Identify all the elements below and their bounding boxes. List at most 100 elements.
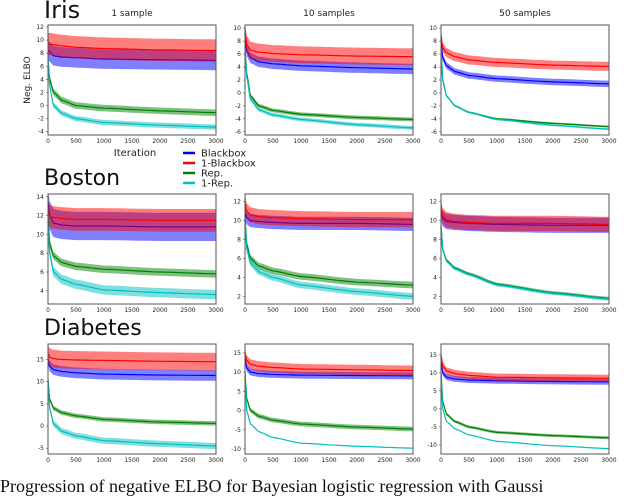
x-tick-label: 0: [243, 307, 247, 314]
panel-iris-1: -4 -2 0 2 4 6 8 10 12 0 500 1000 1500 2000 2500 3000: [36, 24, 223, 145]
plot-frame: [440, 193, 610, 305]
x-tick-label: 1000: [96, 457, 111, 464]
panel-boston-3: 2 4 6 8 10 12 0 500 1000 1500 2000 2500 3000: [429, 193, 617, 314]
row-title-diabetes: Diabetes: [44, 316, 142, 341]
x-tick-label: 2500: [573, 457, 588, 464]
y-tick-label: 6: [433, 51, 437, 58]
band-1rep: [245, 375, 413, 449]
line-1blackbox: [48, 352, 216, 363]
x-tick-label: 1000: [489, 457, 504, 464]
x-tick-label: 0: [46, 307, 50, 314]
y-tick-label: 2: [237, 77, 241, 84]
x-tick-label: 1500: [124, 457, 139, 464]
line-1rep: [441, 47, 609, 130]
x-tick-label: 1500: [517, 307, 532, 314]
y-tick-label: 12: [36, 213, 44, 220]
y-tick-label: -5: [431, 424, 437, 431]
line-1blackbox: [245, 352, 413, 372]
x-tick-label: 2500: [377, 138, 392, 145]
x-tick-label: 3000: [208, 307, 223, 314]
panel-diabetes-2: -10 -5 0 5 10 15 0 500 1000 1500 2000 2500 3000: [231, 343, 421, 464]
x-tick-label: 3000: [208, 138, 223, 145]
y-tick-label: 5: [433, 388, 437, 395]
band-1blackbox: [441, 351, 609, 382]
x-tick-label: 2000: [545, 307, 560, 314]
line-1blackbox: [48, 210, 216, 221]
legend-label: 1-Rep.: [201, 179, 233, 190]
row-title-boston: Boston: [44, 166, 120, 191]
x-tick-label: 2000: [349, 457, 364, 464]
x-tick-label: 1000: [96, 307, 111, 314]
y-tick-label: 5: [237, 388, 241, 395]
x-tick-label: 0: [439, 307, 443, 314]
x-tick-label: 500: [267, 457, 279, 464]
y-tick-label: 0: [433, 90, 437, 97]
y-tick-label: 2: [40, 89, 44, 96]
x-tick-label: 1500: [124, 307, 139, 314]
y-tick-label: 0: [237, 90, 241, 97]
y-tick-label: 10: [233, 218, 241, 225]
x-tick-label: 500: [463, 138, 475, 145]
x-tick-label: 2000: [545, 138, 560, 145]
y-tick-label: 15: [429, 352, 437, 359]
y-tick-label: -6: [431, 129, 437, 136]
x-tick-label: 1000: [293, 307, 308, 314]
x-tick-label: 3000: [601, 307, 616, 314]
line-1rep: [245, 220, 413, 297]
band-1blackbox: [245, 347, 413, 376]
y-tick-label: 8: [237, 237, 241, 244]
line-rep: [245, 372, 413, 430]
x-tick-label: 1000: [96, 138, 111, 145]
line-blackbox: [48, 359, 216, 377]
y-tick-label: -4: [431, 116, 437, 123]
x-tick-label: 500: [267, 138, 279, 145]
legend-label: 1-Blackbox: [201, 159, 256, 170]
line-1rep: [441, 376, 609, 450]
band-blackbox: [441, 34, 609, 88]
line-1rep: [48, 224, 216, 296]
x-tick-label: 2000: [349, 307, 364, 314]
legend-label: Blackbox: [201, 149, 246, 160]
row-title-iris: Iris: [44, 0, 80, 24]
line-blackbox: [245, 356, 413, 377]
x-tick-label: 3000: [208, 457, 223, 464]
y-tick-label: 4: [237, 64, 241, 71]
column-title-3: 50 samples: [499, 9, 551, 19]
y-tick-label: -6: [235, 129, 241, 136]
line-rep: [48, 215, 216, 275]
y-tick-label: 6: [40, 269, 44, 276]
y-tick-label: 10: [36, 37, 44, 44]
x-tick-label: 2500: [377, 307, 392, 314]
x-tick-label: 1500: [321, 138, 336, 145]
y-tick-label: 12: [36, 24, 44, 31]
x-tick-label: 500: [70, 457, 82, 464]
band-1blackbox: [441, 30, 609, 71]
y-tick-label: 10: [233, 25, 241, 32]
x-tick-label: 0: [243, 138, 247, 145]
y-tick-label: 12: [429, 199, 437, 206]
x-tick-label: 1000: [489, 307, 504, 314]
y-tick-label: 2: [433, 293, 437, 300]
band-1blackbox: [48, 32, 216, 62]
x-tick-label: 0: [439, 138, 443, 145]
line-1blackbox: [48, 43, 216, 52]
y-tick-label: 0: [433, 406, 437, 413]
y-tick-label: 12: [233, 199, 241, 206]
x-tick-label: 0: [439, 457, 443, 464]
x-tick-label: 3000: [601, 457, 616, 464]
y-tick-label: -2: [431, 103, 437, 110]
line-1blackbox: [441, 34, 609, 67]
line-1blackbox: [245, 201, 413, 221]
figure-caption: Progression of negative ELBO for Bayesia…: [0, 476, 544, 496]
x-axis-label: Iteration: [114, 148, 156, 159]
band-1blackbox: [441, 198, 609, 232]
panel-diabetes-3: -10 -5 0 5 10 15 0 500 1000 1500 2000 2500 3000: [427, 343, 617, 464]
band-1blackbox: [245, 25, 413, 66]
y-tick-label: 14: [36, 194, 44, 201]
y-tick-label: 2: [237, 293, 241, 300]
band-1rep: [245, 217, 413, 300]
line-1rep: [48, 59, 216, 128]
line-1blackbox: [441, 206, 609, 225]
